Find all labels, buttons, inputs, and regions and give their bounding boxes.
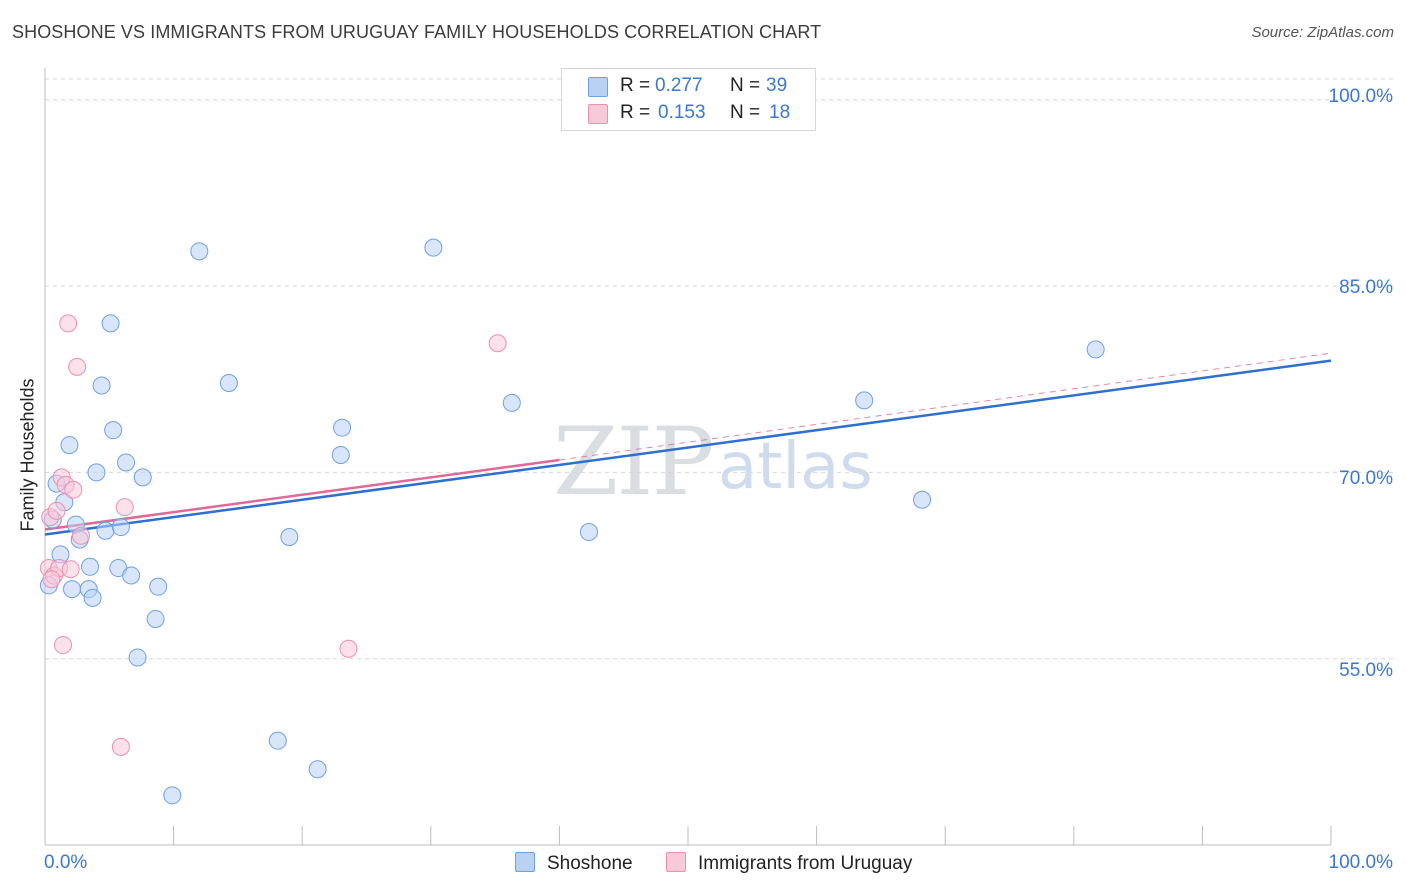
- point-uruguay: [68, 357, 87, 376]
- point-uruguay: [488, 334, 507, 353]
- point-shoshone: [60, 436, 79, 455]
- legend-label: Shoshone: [547, 853, 633, 874]
- point-shoshone: [855, 391, 874, 410]
- point-shoshone: [87, 463, 106, 482]
- point-shoshone: [111, 518, 130, 537]
- point-uruguay: [64, 480, 83, 499]
- point-uruguay: [59, 314, 78, 333]
- point-shoshone: [146, 609, 165, 628]
- point-shoshone: [83, 588, 102, 607]
- gridlines: [45, 78, 1393, 660]
- point-shoshone: [280, 527, 299, 546]
- point-uruguay: [111, 737, 130, 756]
- point-uruguay: [339, 639, 358, 658]
- x-tick-label: 0.0%: [44, 852, 88, 873]
- legend-swatch-blue: [588, 77, 608, 97]
- y-tick-label: 100.0%: [1328, 86, 1393, 107]
- r-label: R =: [620, 75, 651, 96]
- point-shoshone: [424, 238, 443, 257]
- point-shoshone: [149, 577, 168, 596]
- point-shoshone: [190, 242, 209, 261]
- point-shoshone: [117, 453, 136, 472]
- point-shoshone: [81, 557, 100, 576]
- trend-line-shoshone: [44, 359, 1332, 536]
- y-tick-label: 55.0%: [1339, 660, 1393, 681]
- point-shoshone: [128, 648, 147, 667]
- point-uruguay: [61, 560, 80, 579]
- point-shoshone: [1086, 340, 1105, 359]
- point-shoshone: [502, 393, 521, 412]
- x-tick-label: 100.0%: [1328, 852, 1393, 873]
- correlation-legend: R = 0.277 N = 39 R = 0.153 N = 18: [561, 68, 816, 131]
- legend-swatch-pink: [588, 104, 608, 124]
- y-tick-label: 70.0%: [1339, 468, 1393, 489]
- point-shoshone: [104, 421, 123, 440]
- n-label: N =: [730, 102, 761, 123]
- point-shoshone: [219, 373, 238, 392]
- point-shoshone: [92, 376, 111, 395]
- r-value: 0.277: [655, 75, 703, 96]
- n-value: 18: [769, 102, 791, 123]
- point-shoshone: [96, 521, 115, 540]
- y-axis-label: Family Households: [17, 378, 38, 532]
- data-points: [39, 238, 1105, 805]
- source-label: Source: ZipAtlas.com: [1251, 24, 1394, 41]
- legend-label: Immigrants from Uruguay: [698, 853, 913, 874]
- point-shoshone: [579, 523, 598, 542]
- point-shoshone: [268, 731, 287, 750]
- point-shoshone: [308, 760, 327, 779]
- point-shoshone: [331, 446, 350, 465]
- chart-title: SHOSHONE VS IMMIGRANTS FROM URUGUAY FAMI…: [12, 22, 822, 42]
- point-shoshone: [163, 786, 182, 805]
- point-uruguay: [47, 501, 66, 520]
- point-shoshone: [101, 314, 120, 333]
- point-shoshone: [122, 566, 141, 585]
- axes: [44, 68, 1332, 846]
- trend-line-uruguay-extrapolated: [559, 352, 1332, 461]
- r-label: R =: [620, 102, 651, 123]
- legend-swatch-blue: [515, 852, 535, 872]
- legend-item-shoshone[interactable]: Shoshone: [515, 852, 633, 875]
- point-uruguay: [115, 498, 134, 517]
- r-value: 0.153: [658, 102, 706, 123]
- point-shoshone: [133, 468, 152, 487]
- point-shoshone: [333, 418, 352, 437]
- trend-line-uruguay: [44, 458, 560, 531]
- y-tick-label: 85.0%: [1339, 277, 1393, 298]
- point-shoshone: [63, 580, 82, 599]
- n-value: 39: [766, 75, 788, 96]
- legend-swatch-pink: [666, 852, 686, 872]
- point-shoshone: [913, 490, 932, 509]
- legend-item-uruguay[interactable]: Immigrants from Uruguay: [666, 852, 912, 875]
- point-uruguay: [54, 636, 73, 655]
- point-uruguay: [72, 526, 91, 545]
- point-uruguay: [42, 570, 61, 589]
- n-label: N =: [730, 75, 761, 96]
- watermark-atlas: atlas: [718, 430, 873, 504]
- trend-lines: [44, 352, 1332, 536]
